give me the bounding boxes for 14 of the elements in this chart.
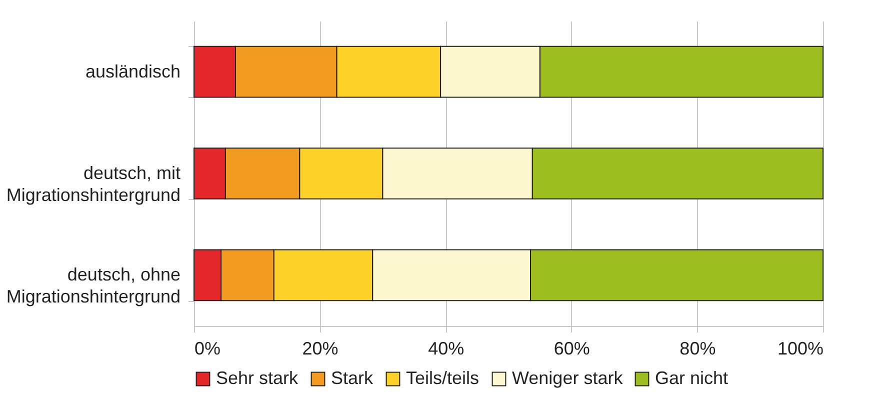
- y-tick-label: ausländisch: [85, 61, 180, 82]
- x-tick-label: 60%: [554, 338, 590, 358]
- x-tick-label: 20%: [302, 338, 338, 358]
- legend-label: Teils/teils: [406, 368, 480, 388]
- y-tick-label: deutsch, mit Migrationshintergrund: [6, 163, 180, 205]
- x-tick-label: 40%: [428, 338, 464, 358]
- legend-label: Weniger stark: [512, 368, 624, 388]
- legend-label: Gar nicht: [655, 368, 728, 388]
- legend-label: Sehr stark: [216, 368, 300, 388]
- x-tick-label: 0%: [194, 338, 221, 358]
- legend-label: Stark: [331, 368, 374, 388]
- y-tick-label: deutsch, ohne Migrationshintergrund: [6, 264, 180, 307]
- x-tick-label: 80%: [680, 338, 716, 358]
- x-tick-label: 100%: [777, 338, 824, 358]
